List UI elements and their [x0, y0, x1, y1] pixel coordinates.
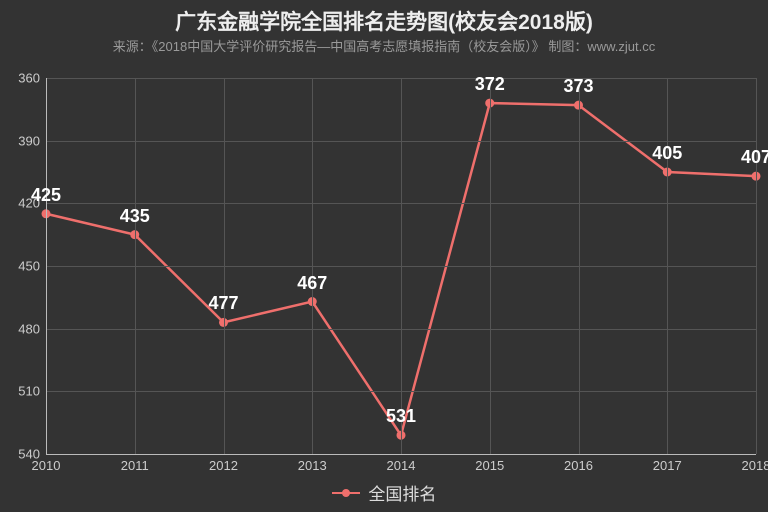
x-axis: [46, 454, 756, 455]
legend-label: 全国排名: [368, 485, 436, 504]
x-tick-label: 2010: [32, 454, 61, 473]
x-tick-label: 2011: [121, 454, 149, 473]
data-label: 407: [741, 147, 768, 168]
data-label: 477: [208, 293, 238, 314]
grid-line-v: [224, 78, 225, 454]
x-tick-label: 2016: [564, 454, 593, 473]
y-tick-label: 480: [18, 321, 46, 336]
data-label: 372: [475, 74, 505, 95]
grid-line-v: [401, 78, 402, 454]
plot-area: 3603904204504805105402010201120122013201…: [46, 78, 756, 454]
y-tick-label: 510: [18, 384, 46, 399]
y-axis: [46, 78, 47, 454]
x-tick-label: 2018: [742, 454, 768, 473]
data-label: 531: [386, 406, 416, 427]
x-tick-label: 2012: [209, 454, 238, 473]
data-label: 373: [563, 76, 593, 97]
grid-line-v: [579, 78, 580, 454]
chart-title: 广东金融学院全国排名走势图(校友会2018版): [0, 6, 768, 36]
grid-line-v: [490, 78, 491, 454]
grid-line-v: [312, 78, 313, 454]
y-tick-label: 360: [18, 71, 46, 86]
y-tick-label: 450: [18, 259, 46, 274]
legend: 全国排名: [0, 480, 768, 505]
x-tick-label: 2013: [298, 454, 327, 473]
grid-line-v: [135, 78, 136, 454]
y-tick-label: 390: [18, 133, 46, 148]
x-tick-label: 2014: [387, 454, 416, 473]
legend-marker: [332, 486, 360, 500]
data-label: 467: [297, 273, 327, 294]
grid-line-v: [756, 78, 757, 454]
data-label: 435: [120, 206, 150, 227]
data-label: 405: [652, 143, 682, 164]
data-label: 425: [31, 185, 61, 206]
chart-subtitle: 来源：《2018中国大学评价研究报告—中国高考志愿填报指南（校友会版）》 制图：…: [0, 36, 768, 55]
grid-line-v: [667, 78, 668, 454]
x-tick-label: 2015: [475, 454, 504, 473]
x-tick-label: 2017: [653, 454, 682, 473]
